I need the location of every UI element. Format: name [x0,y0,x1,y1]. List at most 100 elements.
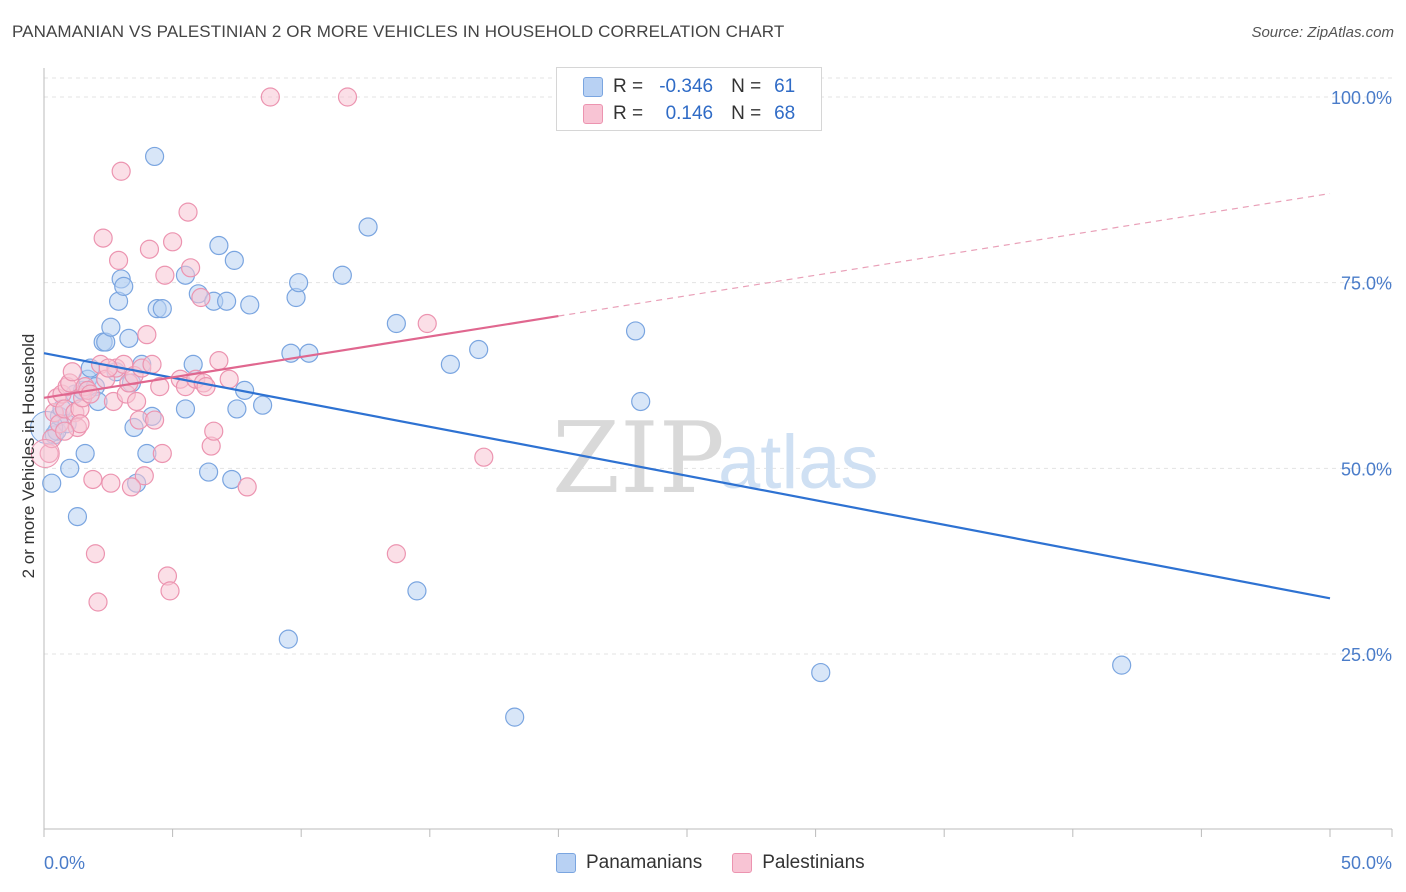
trend-line-palestinians [43,315,559,399]
panamanian-point [222,469,242,490]
palestinian-point [101,473,121,493]
legend-row-palestinians: R = 0.146 N = 68 [583,101,795,127]
watermark: ZIP atlas [552,402,879,516]
palestinian-point [417,313,437,334]
palestinian-point [144,410,165,430]
palestinian-point [134,466,154,486]
palestinian-point [163,232,183,252]
palestinian-point [178,202,198,222]
palestinian-point [121,477,142,497]
y-tick-label-25: 25.0% [1341,645,1392,665]
palestinian-point [196,377,216,397]
panamanian-point [175,399,196,419]
panamanian-point [60,458,80,478]
y-axis-label: 2 or more Vehicles in Household [19,334,38,579]
series-palestinians [30,87,494,612]
panamanian-point [75,443,95,464]
y-tick-labels: 25.0% 50.0% 75.0% 100.0% [1331,88,1392,665]
palestinian-point [139,239,160,259]
palestinian-point [85,544,106,564]
palestinian-point [111,161,131,181]
n-label: N = [731,103,762,124]
y-tick-label-100: 100.0% [1331,88,1392,108]
r-label: R = [613,76,644,97]
palestinian-point [191,287,211,308]
panamanian-point [224,250,244,270]
n-value-palestinians: 68 [774,103,796,124]
panamanian-point [199,462,219,482]
panamanian-point [101,317,121,337]
panamanian-point [227,399,247,419]
palestinian-point [260,87,280,107]
palestinian-point [474,447,494,467]
palestinian-point [108,250,129,270]
panamanian-point [114,276,134,296]
watermark-zip: ZIP [552,402,725,516]
y-tick-label-75: 75.0% [1341,274,1392,294]
legend-swatch-pink [732,853,753,873]
panamanian-point [811,662,831,683]
palestinian-point [80,384,100,404]
chart-title: PANAMANIAN VS PALESTINIAN 2 OR MORE VEHI… [12,22,785,41]
panamanian-point [152,299,172,319]
palestinian-point [237,477,257,497]
panamanian-point [505,707,525,727]
correlation-legend: R = -0.346 N = 61 R = 0.146 N = 68 [556,67,822,131]
palestinian-point [181,258,201,278]
palestinian-point [70,414,90,434]
x-tick-label-min: 0.0% [44,853,85,873]
palestinian-point [54,421,75,441]
panamanian-point [278,629,298,649]
palestinian-point [152,443,172,464]
x-ticks [43,829,1393,837]
legend-row-panamanians: R = -0.346 N = 61 [583,74,795,100]
panamanian-point [631,391,651,412]
panamanian-point [1112,655,1132,675]
panamanian-point [42,473,62,493]
legend-item-palestinians[interactable]: Palestinians [732,852,865,874]
y-tick-label-50: 50.0% [1341,459,1392,479]
palestinian-point [142,354,162,374]
palestinian-point [386,544,406,564]
n-label: N = [731,76,762,97]
watermark-atlas: atlas [718,420,879,505]
palestinian-point [209,351,229,371]
palestinian-point [98,358,118,378]
trend-line-panamanians [43,352,1331,600]
source-label: Source: ZipAtlas.com [1251,24,1394,41]
panamanian-point [240,295,260,315]
palestinian-point [337,87,358,107]
palestinian-point [150,377,170,397]
trend-lines [43,192,1331,600]
palestinian-point [160,581,180,601]
panamanian-point [209,235,229,256]
legend-swatch-blue [556,853,576,873]
panamanian-point [289,273,309,293]
panamanian-point [119,328,139,348]
x-tick-label-max: 50.0% [1341,853,1392,873]
panamanian-point [358,217,378,237]
palestinian-point [83,469,103,490]
legend-label-panamanians: Panamanians [586,852,703,873]
panamanian-point [144,146,165,167]
panamanian-point [625,321,646,341]
trend-line-palestinians-extension [558,192,1331,317]
palestinian-point [126,391,147,412]
legend-swatch-blue [583,77,603,97]
panamanian-point [253,395,273,415]
panamanian-point [386,313,406,334]
legend-label-palestinians: Palestinians [762,852,865,873]
series-legend: Panamanians Palestinians [556,852,895,874]
palestinian-point [30,438,60,468]
panamanian-point [440,354,460,374]
palestinian-point [155,265,175,285]
panamanian-point [469,339,489,360]
r-value-panamanians: -0.346 [659,76,714,97]
palestinian-point [93,228,113,248]
panamanian-point [217,291,237,311]
r-value-palestinians: 0.146 [665,103,714,124]
r-label: R = [613,103,644,124]
series-panamanians [30,146,1132,727]
legend-item-panamanians[interactable]: Panamanians [556,852,702,874]
